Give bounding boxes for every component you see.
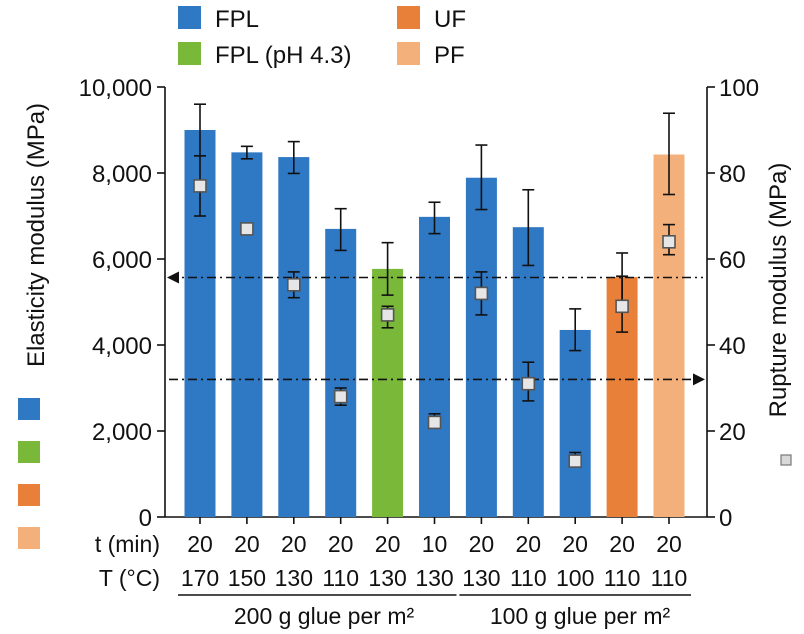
left-axis-tick-label: 10,000 <box>79 75 152 102</box>
T-value-label: 110 <box>604 565 641 591</box>
side-swatch <box>18 398 40 420</box>
bar <box>325 228 357 517</box>
bar <box>278 157 310 517</box>
left-axis-tick-label: 4,000 <box>92 333 152 360</box>
right-axis-tick-label: 0 <box>719 505 732 532</box>
legend-label: FPL <box>215 6 259 33</box>
group-label: 200 g glue per m² <box>234 603 415 629</box>
bar <box>231 152 263 518</box>
T-value-label: 130 <box>415 565 453 591</box>
T-value-label: 130 <box>275 565 313 591</box>
right-axis-tick-label: 20 <box>719 419 746 446</box>
labels-layer: 0 2,000 4,000 6,000 8,000 10,000 0 20 40 60 80 100 E… <box>18 6 792 629</box>
left-axis-tick-label: 0 <box>139 505 152 532</box>
rupture-marker <box>568 454 583 468</box>
t-value-label: 20 <box>562 531 588 557</box>
T-value-label: 150 <box>228 565 266 591</box>
rupture-marker <box>380 308 395 322</box>
t-value-label: 20 <box>656 531 682 557</box>
rupture-marker-legend-icon <box>780 454 792 466</box>
legend-swatch <box>397 42 420 65</box>
rupture-marker <box>427 415 442 430</box>
rupture-marker <box>662 235 676 249</box>
side-swatch <box>18 441 40 463</box>
rupture-marker <box>193 179 207 193</box>
t-value-label: 20 <box>375 531 401 557</box>
rupture-marker <box>240 222 254 236</box>
bar <box>653 154 685 517</box>
right-axis-title: Rupture modulus (MPa) <box>765 163 792 418</box>
rupture-markers-layer <box>193 179 676 468</box>
t-value-label: 20 <box>516 531 542 557</box>
rupture-marker <box>474 286 489 301</box>
T-row-label: T (°C) <box>99 565 160 591</box>
legend-label: UF <box>434 6 466 33</box>
T-value-label: 130 <box>462 565 500 591</box>
right-axis-tick-label: 80 <box>719 161 746 188</box>
rupture-marker <box>286 277 301 292</box>
side-swatch <box>18 484 40 506</box>
bar <box>419 216 450 518</box>
t-value-label: 20 <box>234 531 260 557</box>
t-value-label: 20 <box>609 531 635 557</box>
left-axis-tick-label: 8,000 <box>92 161 152 188</box>
right-axis-tick-label: 60 <box>719 247 746 274</box>
left-axis-tick-label: 6,000 <box>92 247 152 274</box>
T-value-label: 170 <box>181 565 219 591</box>
bars-layer <box>184 130 685 518</box>
t-value-label: 20 <box>187 531 213 557</box>
group-label: 100 g glue per m² <box>490 603 671 629</box>
bar <box>465 177 497 518</box>
bar <box>559 329 591 517</box>
legend-label: PF <box>434 42 465 69</box>
legend-swatch <box>178 42 201 65</box>
T-value-label: 110 <box>510 565 547 591</box>
T-value-label: 110 <box>651 565 688 591</box>
T-value-label: 130 <box>368 565 406 591</box>
rupture-marker <box>333 389 348 404</box>
rupture-marker <box>521 376 536 391</box>
T-value-label: 110 <box>322 565 359 591</box>
left-axis-tick-label: 2,000 <box>92 419 152 446</box>
legend-swatch <box>397 6 420 29</box>
reference-arrow-right <box>693 373 705 386</box>
reference-arrow-left <box>167 271 179 284</box>
t-value-label: 20 <box>328 531 354 557</box>
reference-lines-layer <box>167 271 705 386</box>
legend-label: FPL (pH 4.3) <box>215 42 352 69</box>
left-axis-title: Elasticity modulus (MPa) <box>23 103 50 367</box>
right-axis-tick-label: 100 <box>719 75 759 102</box>
t-row-label: t (min) <box>95 531 160 557</box>
rupture-marker <box>615 299 629 314</box>
T-value-label: 100 <box>556 565 594 591</box>
legend-swatch <box>178 6 201 29</box>
right-axis-tick-label: 40 <box>719 333 746 360</box>
t-value-label: 10 <box>422 531 448 557</box>
side-swatch <box>18 527 40 549</box>
t-value-label: 20 <box>469 531 495 557</box>
t-value-label: 20 <box>281 531 307 557</box>
